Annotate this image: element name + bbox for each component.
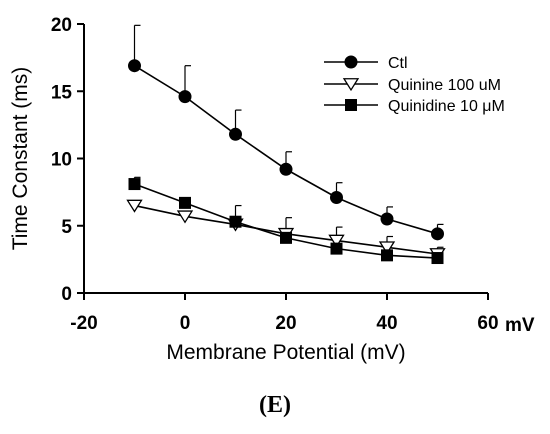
point-ctl [178, 90, 192, 104]
legend-marker-quinidine-10-m [345, 99, 357, 111]
point-ctl [279, 162, 293, 176]
x-tick-label: 60 [477, 313, 498, 334]
point-ctl [128, 59, 141, 73]
x-axis-unit-label: mV [505, 315, 535, 336]
legend-marker-ctl [344, 55, 358, 69]
point-quinidine-10-m [179, 196, 191, 209]
point-quinine-100-um [328, 234, 345, 248]
x-axis-title: Membrane Potential (mV) [166, 341, 405, 364]
y-tick-label: 15 [51, 82, 73, 103]
y-axis-title: Time Constant (ms) [9, 67, 32, 251]
x-tick-label: -20 [70, 313, 97, 334]
x-tick-label: 40 [376, 313, 397, 334]
y-tick-label: 10 [51, 150, 72, 171]
point-quinidine-10-m [280, 231, 292, 244]
figure-caption: (E) [259, 392, 291, 418]
legend-marker-quinine-100-um [342, 78, 360, 92]
x-tick-label: 20 [275, 313, 296, 334]
point-quinine-100-um [126, 199, 143, 213]
point-quinidine-10-m [381, 249, 393, 262]
axes: 0 5 10 15 20 -20 0 20 40 60 [51, 15, 499, 334]
y-tick-label: 20 [51, 15, 72, 36]
legend-label-quinine-100-um: Quinine 100 uM [388, 77, 501, 94]
point-quinidine-10-m [128, 178, 141, 191]
x-tick-label: 0 [180, 313, 191, 334]
point-ctl [330, 191, 343, 205]
y-tick-label: 0 [61, 284, 72, 305]
point-quinidine-10-m [229, 215, 242, 228]
y-tick-label: 5 [61, 217, 72, 238]
point-quinidine-10-m [431, 252, 444, 265]
point-quinine-100-um [176, 210, 194, 224]
point-ctl [431, 227, 444, 241]
point-quinidine-10-m [330, 242, 343, 255]
legend-label-quinidine-10-m: Quinidine 10 μM [388, 98, 505, 115]
legend: Ctl Quinine 100 uM Quinidine 10 μM [324, 55, 505, 115]
series-markers [126, 59, 446, 265]
point-quinine-100-um [378, 241, 396, 255]
point-ctl [380, 212, 394, 226]
point-ctl [229, 127, 242, 141]
legend-label-ctl: Ctl [388, 55, 408, 72]
